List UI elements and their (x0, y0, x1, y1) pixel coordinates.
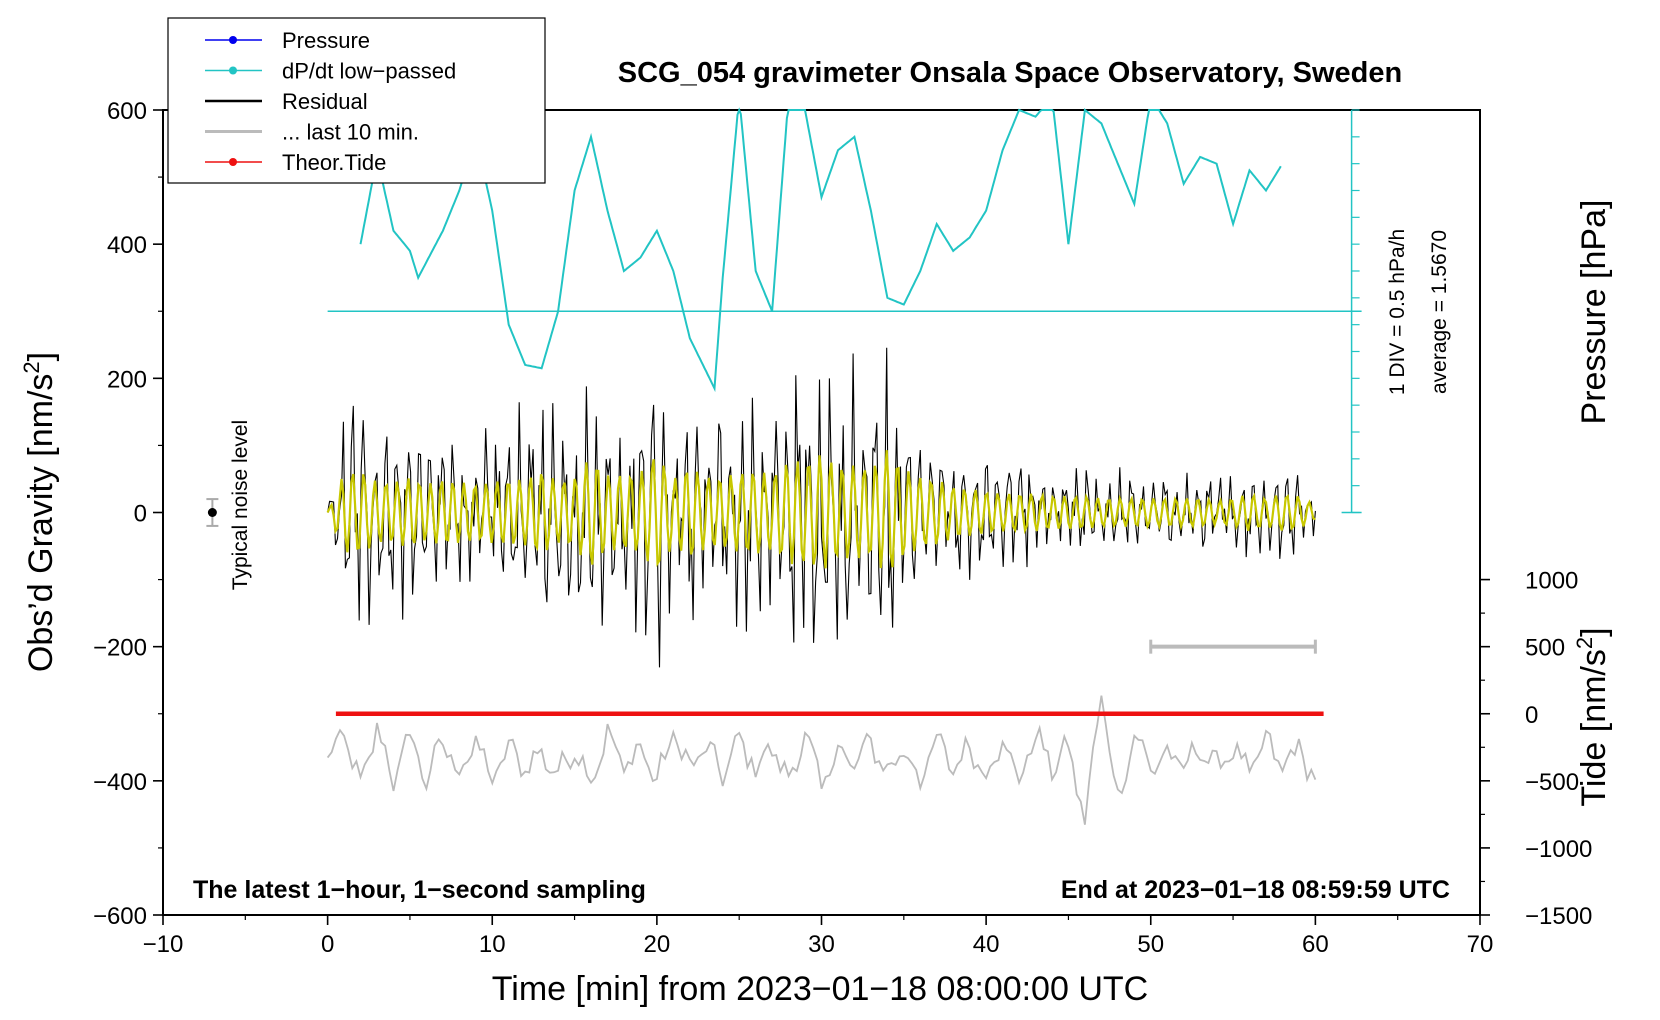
tide-tick-label: −1000 (1525, 836, 1592, 863)
y-tick-label: 600 (107, 98, 147, 125)
y-tick-label: −600 (93, 903, 147, 930)
tide-tick-label: −1500 (1525, 903, 1592, 930)
y-axis-label-tide-text: Tide [nm/s (1575, 649, 1613, 806)
y-axis-tide: 1000 500 0 −500 −1000 −1500 (1480, 568, 1592, 930)
legend-marker (229, 36, 237, 44)
series-layer (206, 107, 1362, 825)
tide-tick-label: 0 (1525, 702, 1538, 729)
legend-label: Pressure (282, 28, 370, 53)
legend-marker (229, 66, 237, 75)
bottom-right-note: End at 2023−01−18 08:59:59 UTC (1061, 876, 1450, 904)
x-tick-label: −10 (143, 931, 184, 958)
y-tick-label: 200 (107, 366, 147, 393)
noise-point (207, 508, 217, 517)
x-tick-label: 60 (1302, 931, 1329, 958)
tide-tick-label: 500 (1525, 635, 1565, 662)
legend-label: dP/dt low−passed (282, 59, 456, 84)
y-tick-label: 0 (134, 501, 147, 528)
tide-tick-label: −500 (1525, 769, 1579, 796)
x-tick-label: 20 (644, 931, 671, 958)
y-axis-label-gravity-close: ] (22, 352, 60, 361)
legend-marker (229, 158, 237, 166)
y-axis-label-gravity-text: Obs’d Gravity [nm/s (22, 374, 60, 673)
tide-tick-label: 1000 (1525, 568, 1578, 595)
chart-title: SCG_054 gravimeter Onsala Space Observat… (618, 57, 1402, 89)
legend-label: ... last 10 min. (282, 120, 419, 145)
x-tick-label: 50 (1137, 931, 1164, 958)
legend-label: Residual (282, 89, 368, 114)
x-axis-label: Time [min] from 2023−01−18 08:00:00 UTC (492, 970, 1148, 1008)
last10-trace (326, 695, 1317, 825)
x-tick-label: 70 (1467, 931, 1494, 958)
y-axis-label-tide: Tide [nm/s2] (1572, 627, 1613, 806)
x-tick-label: 30 (808, 931, 835, 958)
y-axis-label-gravity: Obs’d Gravity [nm/s2] (19, 352, 60, 672)
y-axis-label-tide-close: ] (1575, 627, 1613, 636)
y-axis-label-tide-sup: 2 (1572, 637, 1597, 649)
x-tick-label: 10 (479, 931, 506, 958)
legend: Pressure dP/dt low−passed Residual ... last… (167, 17, 546, 184)
y-axis-label-pressure: Pressure [hPa] (1575, 200, 1613, 425)
x-tick-label: 0 (321, 931, 334, 958)
dpdt-average-label: average = 1.5670 (1428, 230, 1451, 394)
residual-filtered-trace (326, 450, 1316, 569)
legend-entries: Pressure dP/dt low−passed Residual ... last… (205, 28, 456, 175)
noise-label: Typical noise level (229, 420, 252, 590)
y-axis-gravity: 600 400 200 0 −200 −400 −600 (93, 98, 163, 930)
bottom-left-note: The latest 1−hour, 1−second sampling (193, 876, 646, 904)
x-tick-label: 40 (973, 931, 1000, 958)
y-tick-label: −400 (93, 769, 147, 796)
x-axis: −10 0 10 20 30 40 50 60 70 (143, 915, 1494, 958)
y-axis-label-gravity-sup: 2 (19, 361, 44, 373)
dpdt-trace (359, 107, 1282, 393)
y-tick-label: −200 (93, 635, 147, 662)
y-tick-label: 400 (107, 232, 147, 259)
dpdt-scale-label: 1 DIV = 0.5 hPa/h (1386, 229, 1409, 395)
legend-label: Theor.Tide (282, 150, 386, 175)
